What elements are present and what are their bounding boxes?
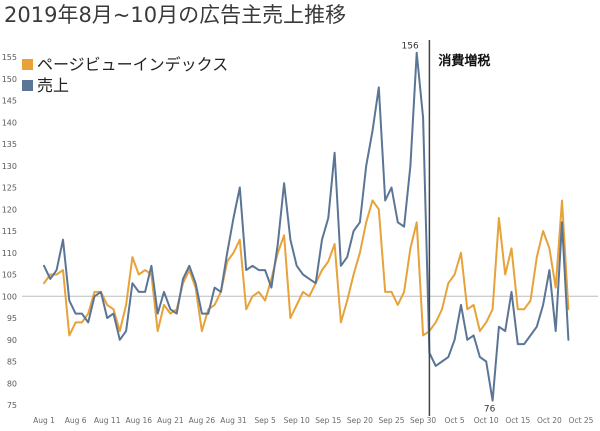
y-tick-label: 120 <box>2 205 17 214</box>
x-axis-tick-labels: Aug 1 Aug 6 Aug 11 Aug 16 Aug 21 Aug 26 Aug 31… <box>33 416 594 425</box>
annotation-peak-label: 156 <box>402 42 419 52</box>
x-tick-label: Aug 21 <box>157 416 184 425</box>
x-tick-label: Oct 20 <box>537 416 562 425</box>
y-tick-label: 110 <box>2 249 17 258</box>
chart-title: 2019年8月~10月の広告主売上推移 <box>4 3 347 27</box>
legend-label-pageview-index: ページビューインデックス <box>37 55 228 74</box>
y-tick-label: 85 <box>7 358 17 367</box>
y-tick-label: 100 <box>2 292 17 301</box>
x-tick-label: Sep 15 <box>315 416 341 425</box>
x-tick-label: Sep 30 <box>410 416 436 425</box>
x-tick-label: Sep 20 <box>347 416 373 425</box>
x-tick-label: Oct 5 <box>445 416 465 425</box>
legend-swatch-orange <box>22 59 33 70</box>
x-tick-label: Aug 26 <box>189 416 216 425</box>
y-tick-label: 155 <box>2 53 17 62</box>
y-tick-label: 130 <box>2 162 17 171</box>
y-tick-label: 115 <box>2 227 17 236</box>
series-line-pageview-index <box>43 199 570 337</box>
x-tick-label: Aug 6 <box>65 416 87 425</box>
x-tick-label: Aug 31 <box>220 416 247 425</box>
x-tick-label: Aug 16 <box>126 416 153 425</box>
y-tick-label: 135 <box>2 140 17 149</box>
y-tick-label: 90 <box>7 336 17 345</box>
x-tick-label: Aug 1 <box>33 416 55 425</box>
y-axis-tick-labels: 155 150 145 140 135 130 125 120 115 110 105 100 95 90… <box>2 53 17 410</box>
y-tick-label: 95 <box>7 314 17 323</box>
legend-item-sales: 売上 <box>22 76 69 95</box>
legend: ページビューインデックス 売上 <box>22 55 228 95</box>
series-line-sales <box>43 51 570 402</box>
y-tick-label: 125 <box>2 184 17 193</box>
y-tick-label: 140 <box>2 118 17 127</box>
y-tick-label: 150 <box>2 75 17 84</box>
x-tick-label: Aug 11 <box>94 416 121 425</box>
legend-swatch-blue <box>22 80 33 91</box>
consumption-tax-label: 消費増税 <box>438 53 490 69</box>
legend-item-pageview-index: ページビューインデックス <box>22 55 228 74</box>
annotation-low-label: 76 <box>484 405 496 415</box>
x-tick-label: Oct 10 <box>474 416 499 425</box>
x-tick-label: Sep 10 <box>284 416 310 425</box>
legend-label-sales: 売上 <box>37 76 69 95</box>
x-tick-label: Oct 25 <box>569 416 594 425</box>
y-tick-label: 75 <box>7 401 17 410</box>
y-tick-label: 105 <box>2 271 17 280</box>
y-tick-label: 145 <box>2 97 17 106</box>
y-tick-label: 80 <box>7 379 17 388</box>
x-tick-label: Oct 15 <box>505 416 530 425</box>
x-tick-label: Sep 5 <box>254 416 276 425</box>
x-tick-label: Sep 25 <box>378 416 404 425</box>
